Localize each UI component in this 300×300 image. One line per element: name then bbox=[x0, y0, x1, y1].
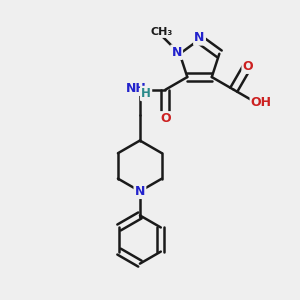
Text: OH: OH bbox=[251, 96, 272, 109]
Text: NH: NH bbox=[126, 82, 147, 95]
Text: O: O bbox=[160, 112, 171, 125]
Text: N: N bbox=[172, 46, 182, 59]
Text: N: N bbox=[135, 185, 145, 198]
Text: O: O bbox=[243, 60, 253, 73]
Text: CH₃: CH₃ bbox=[151, 27, 173, 37]
Text: N: N bbox=[194, 31, 205, 44]
Text: H: H bbox=[141, 87, 151, 100]
